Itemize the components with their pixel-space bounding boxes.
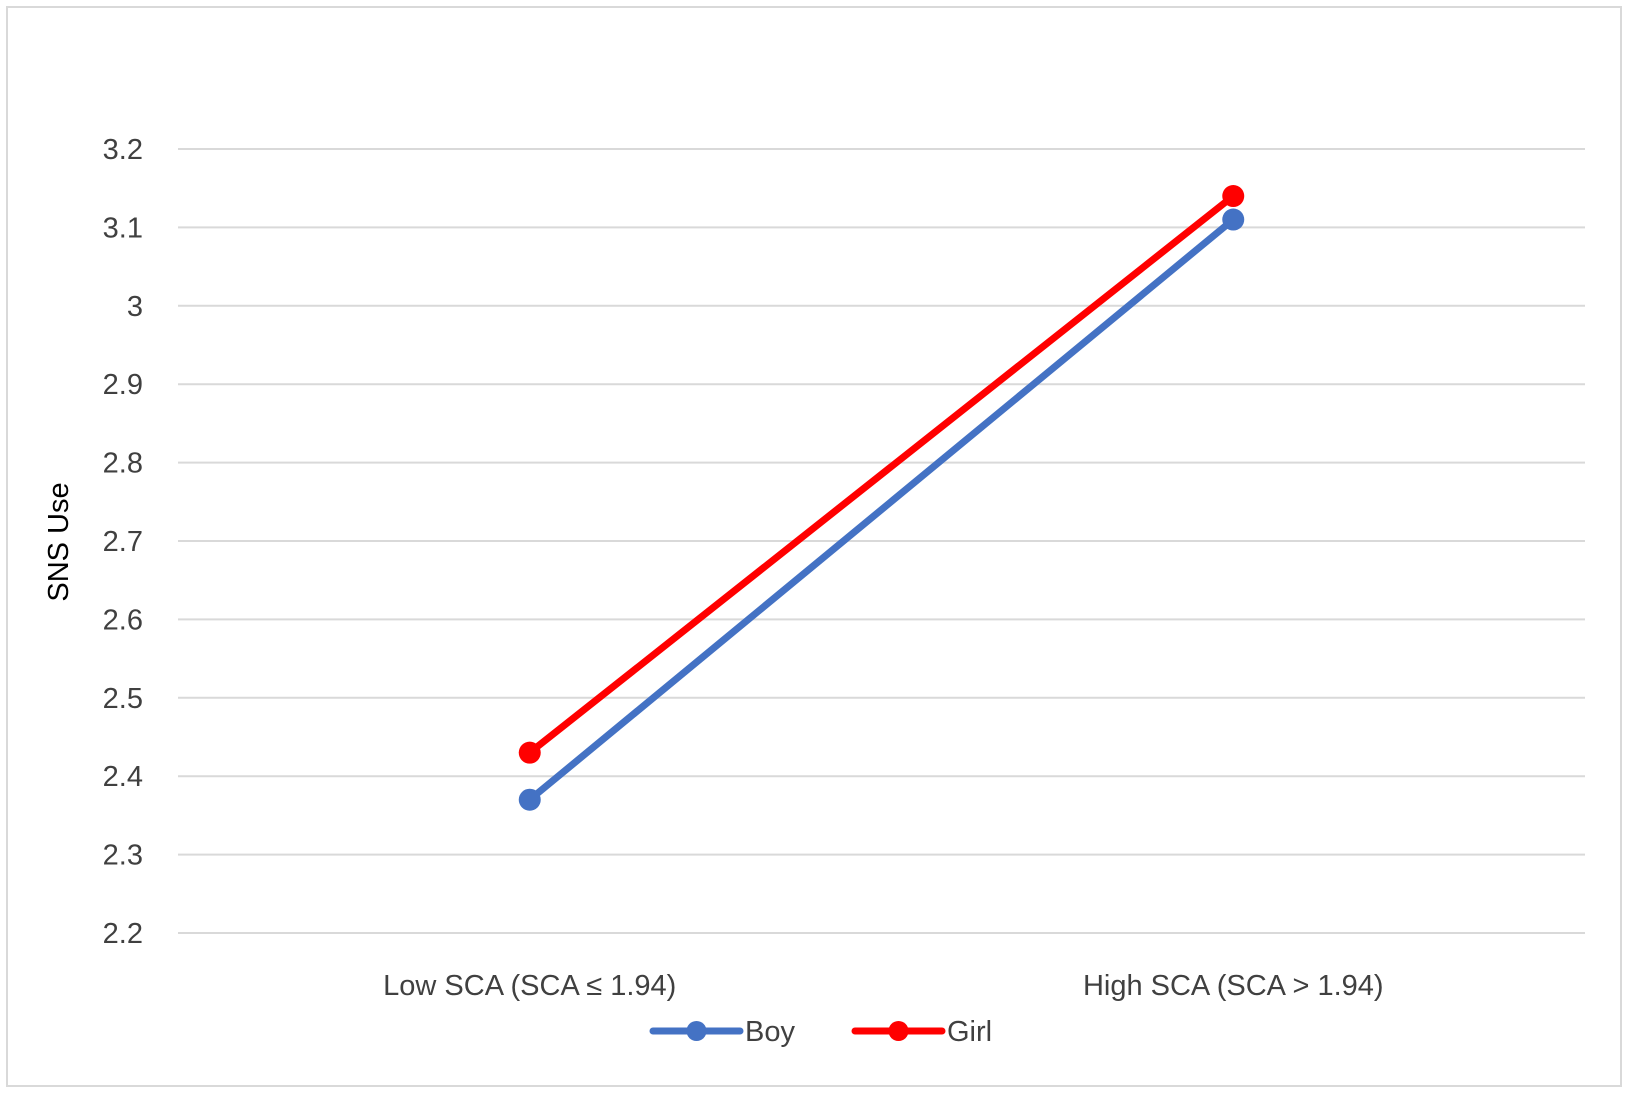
series-line — [526, 192, 1237, 757]
y-tick-label: 2.8 — [103, 448, 143, 480]
legend-label: Girl — [947, 1016, 992, 1048]
legend-item-boy: Boy — [649, 1016, 795, 1048]
legend-marker — [888, 1021, 909, 1041]
legend-marker — [686, 1021, 707, 1041]
x-tick-label: High SCA (SCA > 1.94) — [1083, 970, 1384, 1002]
series-line — [526, 216, 1237, 804]
y-tick-label: 2.5 — [103, 683, 143, 715]
y-tick-label: 2.2 — [103, 918, 143, 950]
data-point — [518, 788, 541, 811]
chart-frame — [6, 6, 1622, 1087]
legend-label: Boy — [745, 1016, 795, 1048]
series-boy — [518, 208, 1245, 811]
data-point — [518, 741, 541, 764]
y-axis-title: SNS Use — [43, 482, 75, 601]
series-girl — [518, 185, 1245, 764]
y-axis-ticks: 2.2 2.3 2.4 2.5 2.6 2.7 2.8 2.9 3 3.1 3.2 — [103, 134, 143, 950]
x-axis-ticks: Low SCA (SCA ≤ 1.94) High SCA (SCA > 1.94… — [383, 970, 1383, 1002]
legend-item-girl: Girl — [851, 1016, 992, 1048]
y-tick-label: 2.7 — [103, 526, 143, 558]
legend: Boy Girl — [649, 1016, 992, 1048]
y-tick-label: 2.9 — [103, 369, 143, 401]
y-tick-label: 3 — [127, 291, 143, 323]
x-tick-label: Low SCA (SCA ≤ 1.94) — [383, 970, 676, 1002]
y-tick-label: 2.3 — [103, 840, 143, 872]
y-tick-label: 3.2 — [103, 134, 143, 166]
series-layer — [518, 185, 1245, 811]
data-point — [1222, 185, 1245, 208]
y-tick-label: 2.6 — [103, 604, 143, 636]
gridlines — [178, 148, 1585, 934]
data-point — [1222, 208, 1245, 231]
y-tick-label: 2.4 — [103, 761, 143, 793]
y-tick-label: 3.1 — [103, 212, 143, 244]
